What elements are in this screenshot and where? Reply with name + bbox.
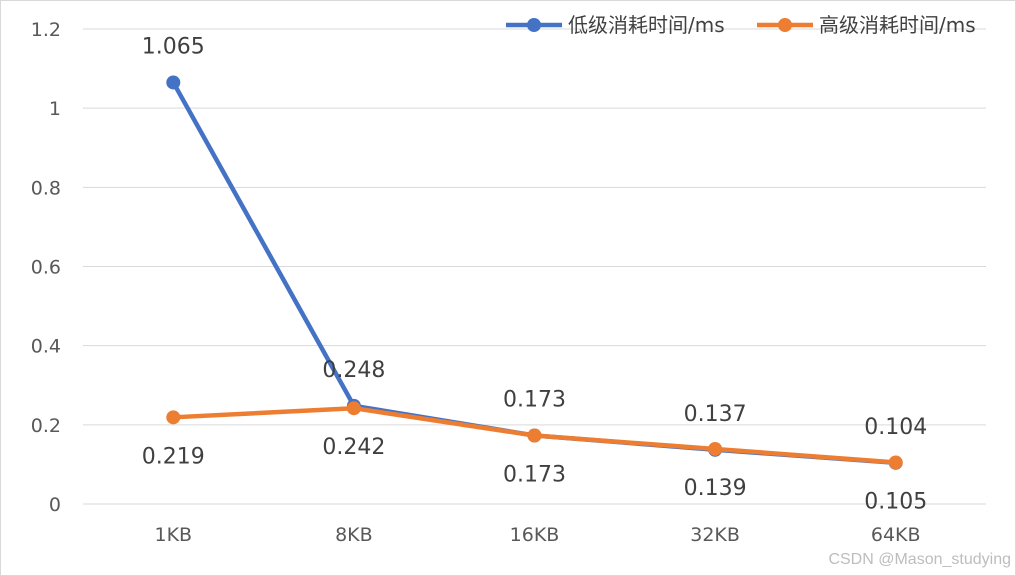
data-point: [166, 75, 181, 90]
data-label: 0.173: [503, 463, 566, 488]
data-label: 0.242: [322, 435, 385, 460]
data-label: 0.248: [322, 358, 385, 383]
y-tick-label: 0.8: [31, 177, 61, 199]
data-point: [527, 428, 542, 443]
data-label: 0.137: [684, 402, 747, 427]
series-lines: [166, 75, 903, 470]
series-2: [166, 401, 903, 470]
y-tick-label: 0.4: [31, 336, 61, 358]
y-tick-label: 0.6: [31, 257, 61, 279]
data-point: [888, 455, 903, 470]
x-axis-ticks: 1KB 8KB 16KB 32KB 64KB: [155, 524, 921, 546]
x-tick-label: 1KB: [155, 524, 193, 546]
y-tick-label: 0.2: [31, 415, 61, 437]
legend-label: 高级消耗时间/ms: [819, 13, 976, 37]
data-label: 0.104: [864, 415, 927, 440]
y-tick-label: 1: [49, 98, 61, 120]
x-tick-label: 8KB: [335, 524, 373, 546]
legend-label: 低级消耗时间/ms: [568, 13, 725, 37]
y-tick-label: 1.2: [31, 19, 61, 41]
data-labels: 1.065 0.248 0.173 0.137 0.104 0.219 0.242 0.173…: [142, 34, 927, 514]
legend: 低级消耗时间/ms 高级消耗时间/ms: [506, 13, 976, 37]
y-tick-label: 0: [49, 494, 61, 516]
x-tick-label: 64KB: [871, 524, 921, 546]
x-tick-label: 32KB: [690, 524, 740, 546]
legend-item: 高级消耗时间/ms: [757, 13, 976, 37]
x-tick-label: 16KB: [510, 524, 560, 546]
data-label: 0.173: [503, 388, 566, 413]
data-point: [346, 401, 361, 416]
data-label: 0.105: [864, 489, 927, 514]
y-axis-ticks: 0 0.2 0.4 0.6 0.8 1 1.2: [31, 19, 61, 516]
data-point: [708, 441, 723, 456]
legend-item: 低级消耗时间/ms: [506, 13, 725, 37]
data-label: 0.219: [142, 444, 205, 469]
data-label: 1.065: [142, 34, 205, 59]
watermark: CSDN @Mason_studying: [828, 551, 1011, 568]
data-point: [166, 410, 181, 425]
legend-marker: [778, 18, 792, 32]
legend-marker: [527, 18, 541, 32]
data-label: 0.139: [684, 476, 747, 501]
